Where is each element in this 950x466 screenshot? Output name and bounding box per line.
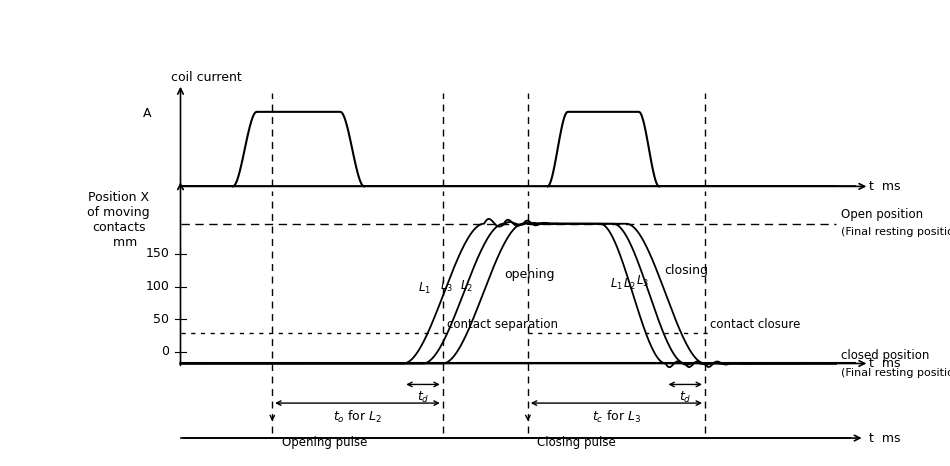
Text: Position X
of moving
contacts
   mm: Position X of moving contacts mm xyxy=(87,191,150,249)
Text: $L_2$: $L_2$ xyxy=(622,277,636,292)
Text: 150: 150 xyxy=(145,247,169,260)
Text: $t_c$ for $L_3$: $t_c$ for $L_3$ xyxy=(592,409,641,425)
Text: closing: closing xyxy=(664,264,709,277)
Text: opening: opening xyxy=(504,268,555,281)
Text: $L_1$: $L_1$ xyxy=(418,281,430,296)
Text: 50: 50 xyxy=(153,313,169,326)
Text: t  ms: t ms xyxy=(869,180,901,193)
Text: $L_3$: $L_3$ xyxy=(440,279,453,294)
Text: $L_1$: $L_1$ xyxy=(610,277,622,292)
Text: 0: 0 xyxy=(162,345,169,358)
Text: Closing pulse: Closing pulse xyxy=(538,436,617,449)
Text: Opening pulse: Opening pulse xyxy=(282,436,367,449)
Text: Open position: Open position xyxy=(841,208,922,221)
Text: $L_2$: $L_2$ xyxy=(460,279,473,294)
Text: t  ms: t ms xyxy=(869,432,901,445)
Text: (Final resting position): (Final resting position) xyxy=(841,368,950,378)
Text: closed position: closed position xyxy=(841,349,929,362)
Text: $t_d$: $t_d$ xyxy=(679,390,692,405)
Text: A: A xyxy=(142,107,151,120)
Text: contact separation: contact separation xyxy=(447,318,559,331)
Text: t  ms: t ms xyxy=(869,357,901,370)
Text: contact closure: contact closure xyxy=(710,318,800,331)
Text: 100: 100 xyxy=(145,280,169,293)
Text: $L_3$: $L_3$ xyxy=(636,274,649,289)
Text: $t_o$ for $L_2$: $t_o$ for $L_2$ xyxy=(332,409,382,425)
Text: $t_d$: $t_d$ xyxy=(417,390,429,405)
Text: coil current: coil current xyxy=(171,71,241,84)
Text: (Final resting position): (Final resting position) xyxy=(841,227,950,237)
